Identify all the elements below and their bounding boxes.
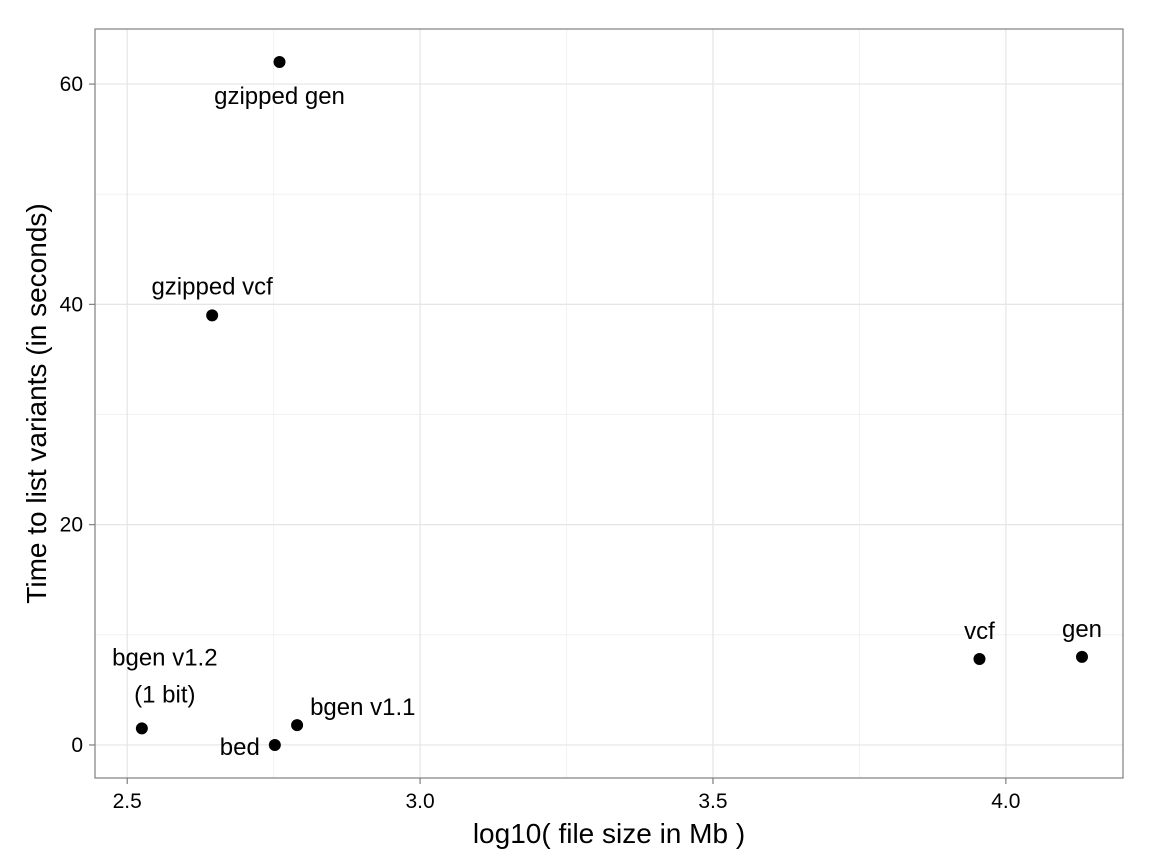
x-axis: 2.5 3.0 3.5 4.0 xyxy=(113,778,1020,813)
x-axis-title: log10( file size in Mb ) xyxy=(473,818,745,849)
y-axis: 0 20 40 60 xyxy=(60,73,95,757)
y-tick-label: 60 xyxy=(60,73,83,96)
data-point xyxy=(973,653,986,666)
x-tick-label: 4.0 xyxy=(991,790,1020,813)
data-point xyxy=(206,309,219,322)
minor-gridlines xyxy=(95,29,1123,778)
point-label: gen xyxy=(1062,616,1102,643)
y-axis-title: Time to list variants (in seconds) xyxy=(21,203,52,603)
data-point xyxy=(268,738,281,751)
point-label: bed xyxy=(220,734,260,761)
data-points xyxy=(135,56,1088,751)
x-tick-label: 2.5 xyxy=(113,790,142,813)
point-label: gzipped vcf xyxy=(151,273,273,300)
data-point xyxy=(1075,650,1088,663)
y-tick-label: 0 xyxy=(71,734,83,757)
point-label: bgen v1.2 xyxy=(112,644,217,671)
x-tick-label: 3.5 xyxy=(698,790,727,813)
point-label: vcf xyxy=(964,618,995,645)
data-point xyxy=(291,719,304,732)
y-tick-label: 40 xyxy=(60,293,83,316)
point-labels: gzipped gen gzipped vcf bgen v1.2 (1 bit) be… xyxy=(112,83,1102,761)
point-label: gzipped gen xyxy=(214,83,345,110)
data-point xyxy=(135,722,148,735)
major-gridlines xyxy=(95,29,1123,778)
plot-border xyxy=(94,28,1124,779)
y-tick-label: 20 xyxy=(60,514,83,537)
point-label: bgen v1.1 xyxy=(310,694,415,721)
x-tick-label: 3.0 xyxy=(405,790,434,813)
plot-panel xyxy=(95,29,1123,778)
data-point xyxy=(273,56,286,69)
point-label-line2: (1 bit) xyxy=(134,681,195,708)
